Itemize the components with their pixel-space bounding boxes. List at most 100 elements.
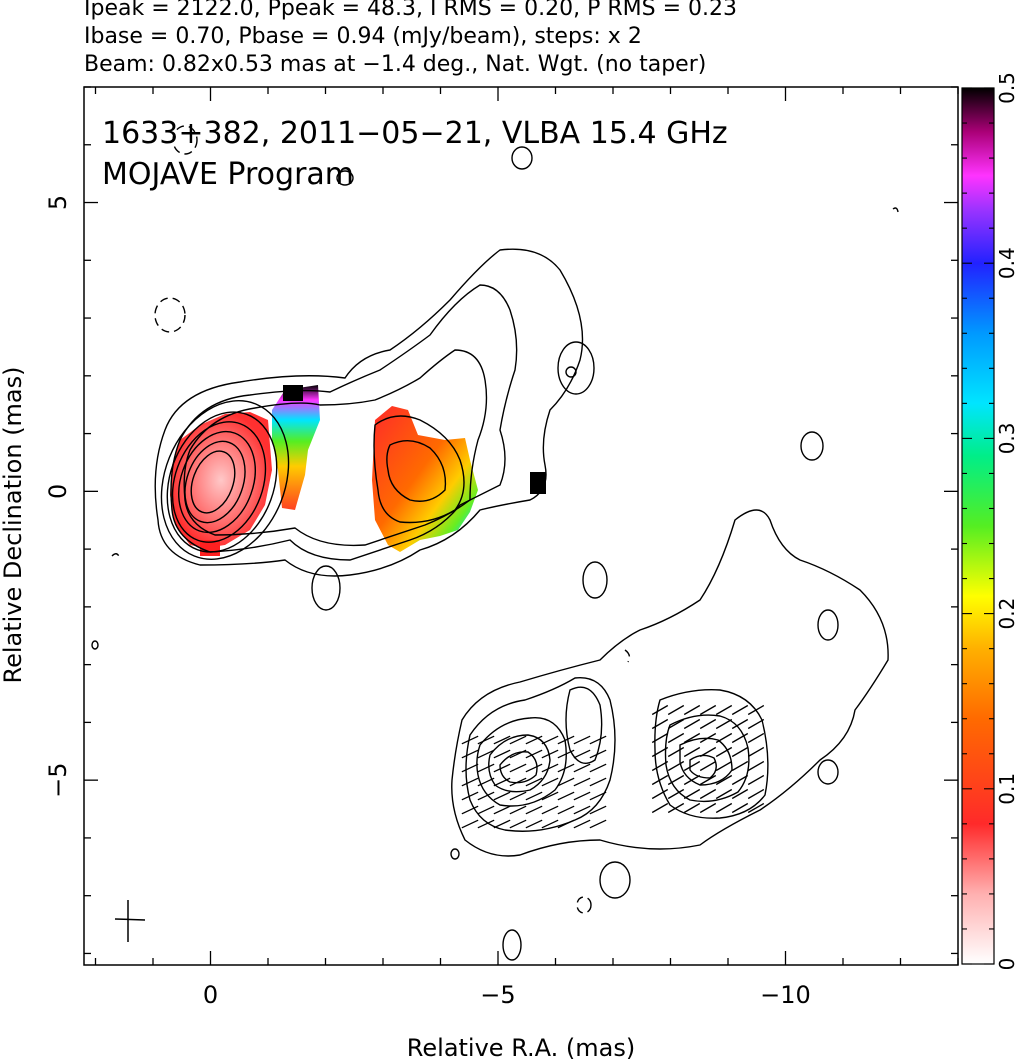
evpa-stick [461,791,479,801]
evpa-stick [715,760,733,772]
evpa-stick [651,732,669,744]
axes: 0 −5 −10 −5 0 5 [44,86,959,1009]
isolated-contour [557,341,595,395]
isolated-contour [511,146,533,170]
evpa-stick [557,749,575,759]
evpa-stick [651,718,669,730]
isolated-contour [336,170,354,186]
evpa-stick [525,749,543,759]
colorbar-tick-label: 0.5 [995,72,1019,104]
evpa-sticks [461,704,765,829]
evpa-stick [651,774,669,786]
isolated-contour [311,565,341,611]
evpa-stick [667,802,685,814]
core-contour [184,440,246,524]
evpa-stick [683,788,701,800]
evpa-stick [747,802,765,814]
plot-frame [83,86,959,966]
negative-contour [111,553,121,561]
south-blob2-contour [654,689,769,819]
evpa-stick [573,805,591,815]
evpa-stick [573,819,591,829]
south-contour-outer [451,509,889,857]
evpa-stick [731,704,749,716]
colorbar-tick-label: 0.3 [995,422,1019,454]
evpa-stick [573,749,591,759]
evpa-stick [667,746,685,758]
evpa-stick [683,774,701,786]
plot-title: 1633+382, 2011−05−21, VLBA 15.4 GHz [102,116,728,151]
evpa-stick [509,805,527,815]
isolated-contour [599,861,631,899]
evpa-stick [731,802,749,814]
evpa-stick [525,805,543,815]
header-line-1: Ipeak = 2122.0, Ppeak = 48.3, I RMS = 0.… [84,0,737,21]
isolated-contour [817,759,839,785]
evpa-stick [683,802,701,814]
south-blob1-contour [499,751,538,784]
evpa-stick [541,777,559,787]
evpa-stick [715,774,733,786]
y-tick-label: 0 [44,484,72,499]
evpa-stick [731,774,749,786]
evpa-stick [509,777,527,787]
evpa-stick [715,788,733,800]
colorbar-tick-label: 0.2 [995,598,1019,630]
evpa-stick [589,749,607,759]
evpa-stick [715,746,733,758]
evpa-stick [493,749,511,759]
evpa-stick [589,777,607,787]
evpa-stick [573,777,591,787]
evpa-stick [477,735,495,745]
evpa-stick [683,704,701,716]
evpa-stick [541,749,559,759]
evpa-stick [651,760,669,772]
evpa-stick [667,704,685,716]
jet-contour-outer [154,248,584,577]
y-tick-label: −5 [44,762,72,797]
evpa-stick [715,718,733,730]
isolated-contour [892,207,899,213]
evpa-stick [589,805,607,815]
isolated-contour [91,640,99,650]
core-contour [190,450,236,514]
evpa-stick [573,735,591,745]
core-contour [178,430,256,534]
evpa-stick [651,802,669,814]
evpa-stick [747,760,765,772]
evpa-stick [667,718,685,730]
core-contour [160,400,290,560]
evpa-stick [557,819,575,829]
evpa-stick [667,788,685,800]
evpa-stick [493,735,511,745]
evpa-stick [651,746,669,758]
evpa-stick [699,746,717,758]
evpa-stick [573,791,591,801]
evpa-stick [493,777,511,787]
evpa-stick [461,819,479,829]
evpa-stick [573,763,591,773]
colorbar-axis: 0 0.1 0.2 0.3 0.4 0.5 [962,72,1019,970]
evpa-stick [493,763,511,773]
evpa-stick [589,819,607,829]
evpa-stick [477,819,495,829]
evpa-stick [509,735,527,745]
evpa-stick [651,704,669,716]
evpa-stick [525,763,543,773]
evpa-stick [683,718,701,730]
evpa-stick [461,805,479,815]
evpa-stick [715,802,733,814]
evpa-stick [557,735,575,745]
isolated-contour [800,431,824,461]
isolated-contour [565,366,577,378]
evpa-stick [525,735,543,745]
evpa-stick [541,763,559,773]
evpa-stick [509,749,527,759]
beam-cross [114,900,146,942]
negative-contour [624,649,631,663]
evpa-stick [699,774,717,786]
colorbar-frame [961,87,995,965]
evpa-stick [731,718,749,730]
x-tick-label: −5 [480,981,515,1009]
evpa-stick [557,777,575,787]
